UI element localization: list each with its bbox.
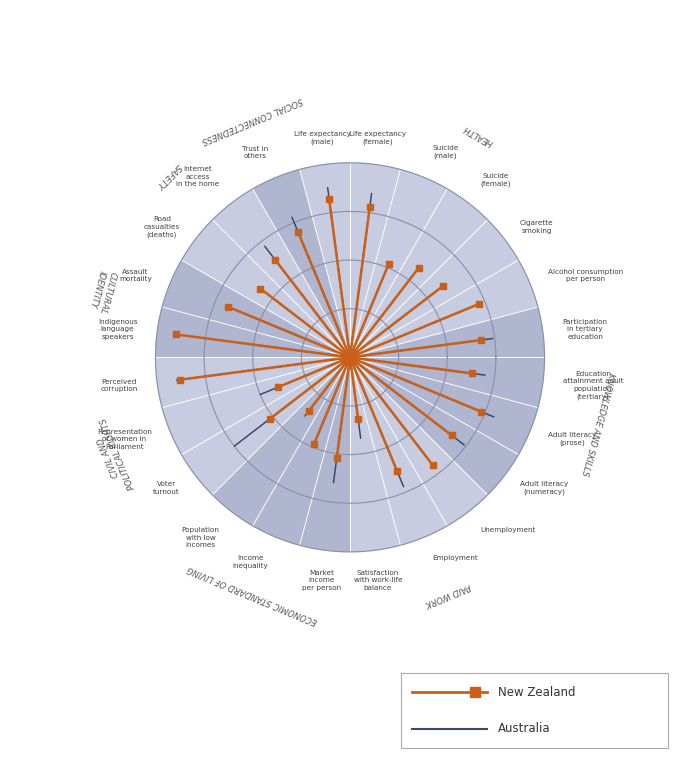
Text: SOCIAL CONNECTEDNESS: SOCIAL CONNECTEDNESS: [200, 96, 304, 145]
Text: Suicide
(male): Suicide (male): [432, 145, 458, 160]
Text: CULTURAL
IDENTITY: CULTURAL IDENTITY: [88, 268, 118, 315]
Text: HEALTH: HEALTH: [462, 123, 495, 147]
Text: Voter
turnout: Voter turnout: [153, 481, 180, 495]
Text: Perceived
corruption: Perceived corruption: [100, 378, 137, 392]
Text: Assault
mortality: Assault mortality: [119, 268, 152, 282]
Text: Australia: Australia: [498, 723, 551, 736]
Wedge shape: [155, 357, 350, 495]
Text: Indigenous
language
speakers: Indigenous language speakers: [98, 319, 137, 340]
Text: Employment: Employment: [432, 556, 478, 562]
FancyBboxPatch shape: [400, 673, 668, 748]
Wedge shape: [300, 163, 538, 357]
Text: Education
attainment adult
population
(tertiary): Education attainment adult population (t…: [563, 371, 623, 400]
Wedge shape: [181, 189, 350, 357]
Text: CIVIL AND
POLITICAL RIGHTS: CIVIL AND POLITICAL RIGHTS: [90, 416, 136, 495]
Polygon shape: [155, 163, 545, 552]
Text: Adult literacy
(prose): Adult literacy (prose): [548, 432, 596, 446]
Text: Life expectancy
(male): Life expectancy (male): [293, 131, 351, 144]
Text: Participation
in tertiary
education: Participation in tertiary education: [563, 319, 608, 340]
Text: Representation
of women in
Parliament: Representation of women in Parliament: [97, 429, 152, 450]
Text: Life expectancy
(female): Life expectancy (female): [349, 131, 407, 144]
Text: KNOWLEDGE AND SKILLS: KNOWLEDGE AND SKILLS: [580, 371, 616, 477]
Text: Alcohol consumption
per person: Alcohol consumption per person: [548, 268, 623, 282]
Text: Cigarette
smoking: Cigarette smoking: [520, 220, 554, 233]
Text: ECONOMIC STANDARD OF LIVING: ECONOMIC STANDARD OF LIVING: [186, 563, 318, 625]
Text: SAFETY: SAFETY: [155, 162, 183, 190]
Wedge shape: [350, 357, 488, 552]
Text: PAID WORK: PAID WORK: [424, 581, 472, 608]
Text: Road
casualties
(deaths): Road casualties (deaths): [144, 216, 180, 238]
Text: New Zealand: New Zealand: [498, 686, 575, 698]
Text: Trust in
others: Trust in others: [241, 146, 268, 160]
Text: Market
income
per person: Market income per person: [302, 570, 342, 591]
Text: Adult literacy
(numeracy): Adult literacy (numeracy): [520, 481, 568, 495]
Wedge shape: [350, 307, 545, 495]
Text: Internet
access
in the home: Internet access in the home: [176, 166, 220, 187]
Text: Suicide
(female): Suicide (female): [480, 173, 511, 187]
Text: Unemployment: Unemployment: [480, 527, 536, 534]
Wedge shape: [212, 357, 350, 552]
Wedge shape: [155, 260, 350, 357]
Wedge shape: [253, 169, 350, 357]
Text: Income
inequality: Income inequality: [232, 556, 268, 569]
Text: Satisfaction
with work-life
balance: Satisfaction with work-life balance: [354, 570, 402, 591]
Text: Population
with low
incomes: Population with low incomes: [181, 527, 220, 549]
